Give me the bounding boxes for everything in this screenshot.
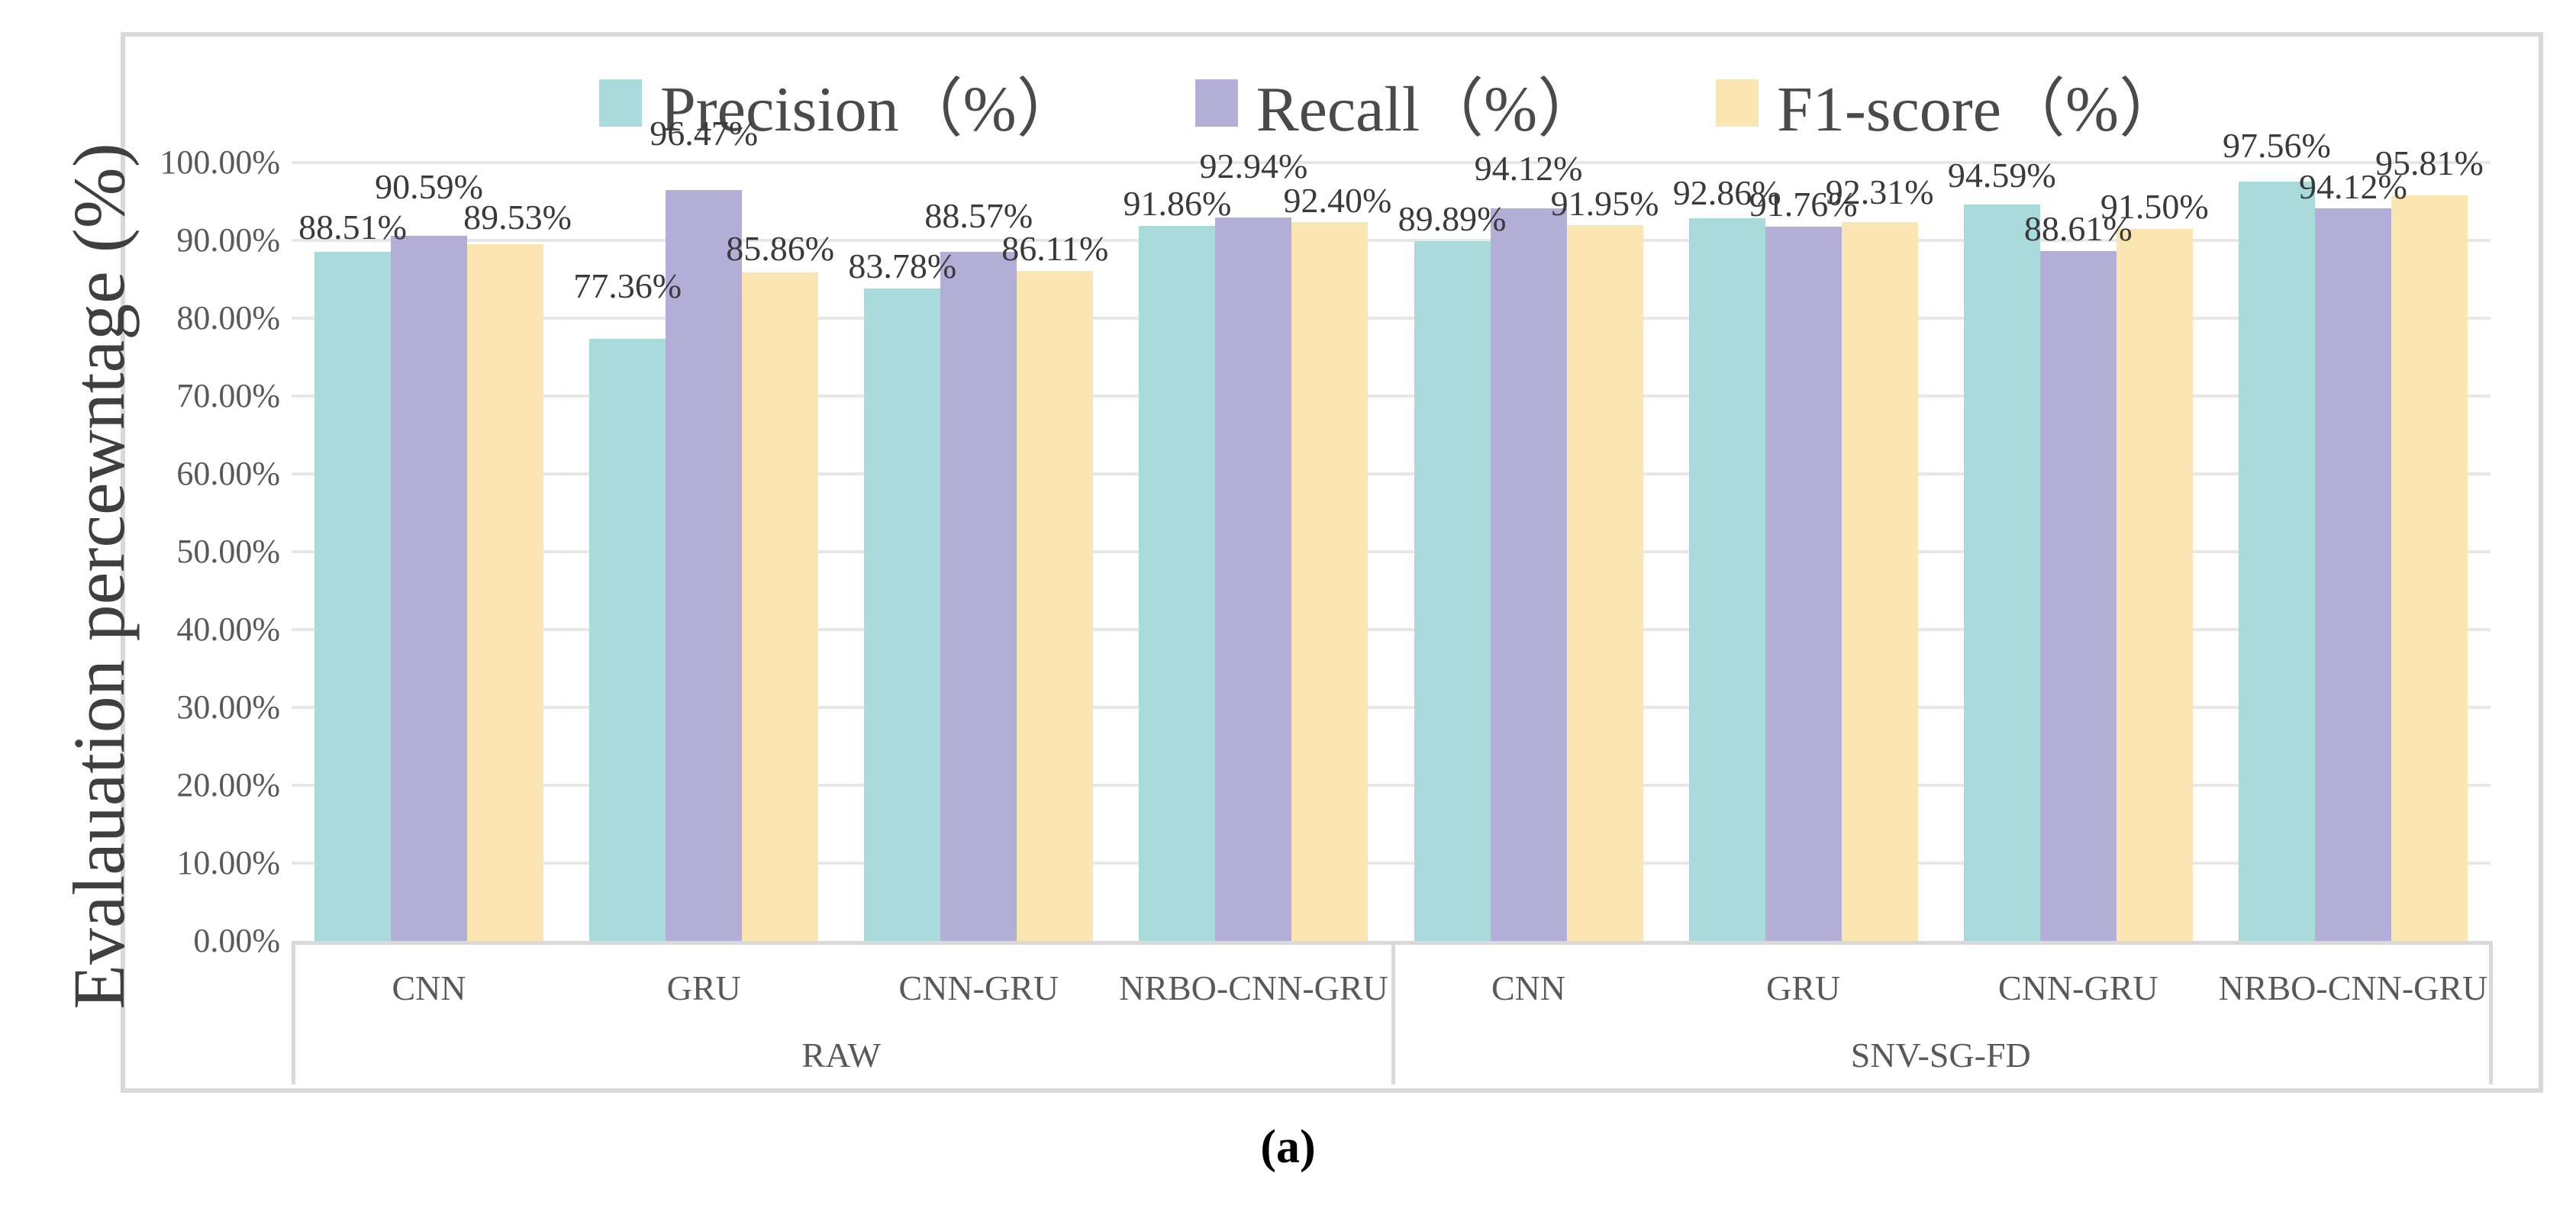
bar-gru-series2 — [1841, 222, 1918, 941]
bar-data-label: 92.86% — [1672, 172, 1781, 212]
legend-swatch-icon — [598, 79, 642, 127]
bar-data-label: 89.53% — [463, 197, 572, 237]
bar-cnn-gru-series0 — [864, 288, 941, 941]
group-axis-label: RAW — [801, 1036, 882, 1075]
bar-data-label: 95.81% — [2374, 143, 2484, 182]
bar-data-label: 88.57% — [924, 195, 1033, 235]
y-axis-tick-label: 70.00% — [176, 377, 280, 414]
gridline — [292, 239, 2491, 242]
bar-gru-series1 — [1765, 227, 1842, 941]
bar-cnn-gru-series2 — [2116, 228, 2193, 941]
gridline — [292, 317, 2491, 320]
category-axis-label: CNN — [392, 968, 466, 1007]
bar-gru-series0 — [1688, 217, 1765, 941]
legend-label: Recall（%） — [1256, 73, 1602, 145]
bar-data-label: 91.76% — [1749, 185, 1858, 224]
y-axis-tick-label: 60.00% — [176, 455, 280, 492]
bar-cnn-series1 — [1490, 208, 1567, 941]
bar-data-label: 91.95% — [1550, 184, 1659, 224]
bar-data-label: 88.51% — [298, 208, 407, 247]
bar-nrbo-cnn-gru-series2 — [2391, 195, 2468, 941]
bar-data-label: 88.61% — [2023, 209, 2133, 249]
bar-cnn-series2 — [467, 243, 543, 941]
group-separator-line — [1391, 941, 1395, 1084]
gridline — [292, 550, 2491, 553]
bar-data-label: 83.78% — [848, 246, 957, 286]
bar-data-label: 77.36% — [573, 266, 682, 305]
legend-swatch-icon — [1195, 79, 1238, 127]
category-axis-label: CNN — [1491, 968, 1566, 1007]
legend-item: Recall（%） — [1195, 57, 1602, 150]
y-axis-tick-label: 90.00% — [176, 221, 280, 259]
category-axis-label: NRBO-CNN-GRU — [2218, 968, 2488, 1007]
gridline — [292, 784, 2491, 787]
bar-cnn-gru-series0 — [1963, 205, 2040, 941]
gridline — [292, 628, 2491, 631]
bar-nrbo-cnn-gru-series0 — [1139, 226, 1216, 941]
legend: Precision（%） Recall（%） F1-score（%） — [292, 61, 2491, 145]
bar-data-label: 97.56% — [2222, 125, 2331, 165]
bar-cnn-gru-series1 — [940, 251, 1017, 941]
bar-cnn-series0 — [314, 252, 391, 941]
category-axis-label: CNN-GRU — [1998, 968, 2158, 1007]
bar-gru-series0 — [589, 338, 666, 941]
category-axis-label: GRU — [1766, 968, 1841, 1007]
gridline — [292, 706, 2491, 709]
category-axis-label: NRBO-CNN-GRU — [1119, 968, 1388, 1007]
gridline — [292, 395, 2491, 398]
bar-data-label: 91.86% — [1123, 184, 1232, 224]
bar-cnn-series0 — [1414, 241, 1491, 941]
legend-label: Precision（%） — [659, 73, 1081, 145]
bar-data-label: 96.47% — [650, 114, 759, 153]
legend-label: F1-score（%） — [1777, 73, 2184, 145]
bar-cnn-series2 — [1566, 225, 1643, 941]
category-axis-label: GRU — [666, 968, 741, 1007]
y-axis-tick-label: 20.00% — [176, 766, 280, 804]
bar-gru-series2 — [742, 272, 819, 941]
legend-item: Precision（%） — [598, 57, 1081, 150]
bar-data-label: 94.12% — [1474, 148, 1583, 188]
bar-cnn-gru-series2 — [1017, 270, 1094, 941]
figure-caption: (a) — [1260, 1121, 1316, 1173]
bar-data-label: 92.31% — [1825, 172, 1934, 212]
gridline — [292, 862, 2491, 865]
legend-item: F1-score（%） — [1716, 57, 2183, 150]
bar-nrbo-cnn-gru-series1 — [2314, 208, 2391, 941]
bar-data-label: 91.50% — [2100, 186, 2209, 226]
gridline — [292, 161, 2491, 164]
group-axis-label: SNV-SG-FD — [1850, 1036, 2031, 1075]
bar-cnn-gru-series1 — [2039, 251, 2117, 941]
gridline — [292, 472, 2491, 475]
y-axis-tick-label: 80.00% — [176, 299, 280, 337]
y-axis-tick-label: 30.00% — [176, 688, 280, 726]
y-axis-tick-label: 50.00% — [176, 533, 280, 570]
bar-data-label: 86.11% — [1001, 228, 1109, 268]
bar-data-label: 92.40% — [1283, 180, 1392, 220]
bar-data-label: 92.94% — [1199, 147, 1308, 185]
bar-data-label: 90.59% — [375, 166, 483, 206]
bar-data-label: 94.59% — [1947, 156, 2056, 195]
y-axis-tick-label: 0.00% — [193, 922, 280, 959]
group-separator-line — [2489, 941, 2493, 1084]
bar-data-label: 85.86% — [726, 229, 835, 269]
y-axis-tick-label: 10.00% — [176, 844, 280, 881]
bar-nrbo-cnn-gru-series2 — [1291, 221, 1369, 941]
group-separator-line — [292, 941, 295, 1084]
bar-nrbo-cnn-gru-series0 — [2238, 181, 2315, 941]
bar-gru-series1 — [666, 190, 743, 941]
category-axis-label: CNN-GRU — [898, 968, 1059, 1007]
bar-data-label: 94.12% — [2298, 166, 2407, 206]
bar-data-label: 89.89% — [1398, 199, 1507, 239]
y-axis-tick-label: 40.00% — [176, 611, 280, 648]
bar-cnn-series1 — [391, 235, 467, 941]
y-axis-tick-label: 100.00% — [160, 143, 280, 181]
legend-swatch-icon — [1716, 79, 1759, 127]
bar-nrbo-cnn-gru-series1 — [1215, 217, 1292, 941]
